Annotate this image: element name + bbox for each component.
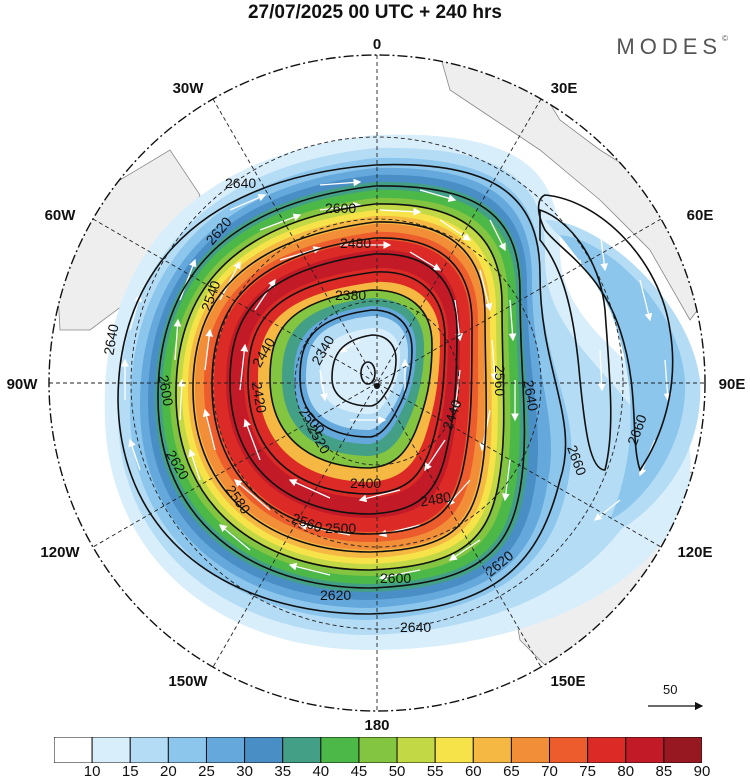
colorbar-swatch: [244, 737, 284, 763]
band-east-jet-25: [560, 235, 686, 520]
map-disk: 2640 2640 2640 2620 2620 2620 2600 2600 …: [49, 55, 705, 711]
colorbar-swatch: [129, 737, 169, 763]
contour-label: 2560: [492, 365, 508, 396]
colorbar-tick-label: 70: [541, 763, 558, 780]
contour-label: 2380: [335, 287, 366, 303]
colorbar-tick-label: 65: [503, 763, 520, 780]
colorbar-tick-label: 20: [160, 763, 177, 780]
lon-label-120w: 120W: [40, 544, 80, 561]
contour-label: 2420: [249, 381, 270, 415]
colorbar-tick-label: 10: [83, 763, 101, 780]
colorbar-tick-label: 55: [426, 763, 444, 780]
colorbar-swatch: [282, 737, 322, 763]
lon-label-180: 180: [364, 717, 389, 734]
pole-marker: [374, 383, 380, 389]
contour-label: 2640: [520, 379, 541, 413]
contour-label: 2640: [100, 323, 121, 357]
colorbar-swatch: [625, 737, 665, 763]
colorbar-tick-label: 80: [617, 763, 635, 780]
colorbar-tick-label: 90: [693, 763, 711, 780]
colorbar-tick-label: 35: [274, 763, 292, 780]
contour-label: 2600: [325, 200, 356, 216]
contour-label: 2500: [325, 520, 356, 536]
brand-mark: ©: [722, 34, 728, 43]
colorbar-tick-label: 75: [579, 763, 596, 780]
lon-label-150w: 150W: [168, 673, 208, 690]
colorbar-tick-label: 85: [655, 763, 673, 780]
colorbar-swatch: [549, 737, 589, 763]
colorbar: [54, 737, 702, 763]
lon-label-120e: 120E: [677, 544, 712, 561]
map-border: [48, 54, 706, 712]
colorbar-swatch: [205, 737, 246, 763]
colorbar-swatch: [434, 737, 474, 763]
lon-label-150e: 150E: [550, 673, 585, 690]
lon-label-0: 0: [373, 36, 381, 53]
colorbar-tick-label: 30: [236, 763, 253, 780]
colorbar-swatch: [54, 737, 93, 763]
colorbar-swatch: [510, 737, 551, 763]
colorbar-swatch: [91, 737, 131, 763]
colorbar-tick-label: 25: [198, 763, 215, 780]
colorbar-swatch: [587, 737, 627, 763]
contour-label: 2600: [155, 374, 176, 408]
lon-label-30e: 30E: [551, 80, 578, 97]
contour-label: 2400: [350, 475, 381, 491]
colorbar-tick-label: 40: [312, 763, 330, 780]
lon-label-30w: 30W: [173, 80, 205, 97]
colorbar-tick-label: 50: [388, 763, 406, 780]
contour-label: 2600: [380, 570, 411, 586]
contour-labels: 2640 2640 2640 2620 2620 2620 2600 2600 …: [100, 175, 649, 635]
colorbar-swatch: [472, 737, 512, 763]
colorbar-tick-label: 15: [121, 763, 139, 780]
wind-vectors: [121, 178, 672, 581]
graticule: [49, 55, 705, 711]
contour-label: 2480: [419, 488, 453, 509]
lon-label-60e: 60E: [687, 207, 714, 224]
colorbar-tick-label: 60: [464, 763, 482, 780]
colorbar-swatch: [320, 737, 360, 763]
colorbar-swatch: [396, 737, 436, 763]
colorbar-swatch: [663, 737, 702, 763]
lon-label-60w: 60W: [45, 207, 77, 224]
height-contours: [117, 163, 674, 615]
colorbar-swatch: [358, 737, 398, 763]
contour-label: 2640: [225, 175, 256, 191]
lon-label-90e: 90E: [719, 376, 746, 393]
colorbar-swatch: [167, 737, 207, 763]
map-title: 27/07/2025 00 UTC + 240 hrs: [247, 2, 503, 23]
brand-text: MODES: [616, 34, 723, 59]
brand-logo: MODES©: [616, 34, 728, 60]
colorbar-tick-label: 45: [350, 763, 368, 780]
contour-label: 2620: [320, 587, 351, 603]
contour-label: 2640: [400, 619, 431, 635]
contour-label: 2480: [340, 235, 371, 251]
reference-vector-label: 50: [663, 682, 678, 697]
longitude-labels: 0 30E 60E 90E 120E 150E 180 150W 120W 90…: [7, 36, 746, 734]
lon-label-90w: 90W: [7, 376, 39, 393]
